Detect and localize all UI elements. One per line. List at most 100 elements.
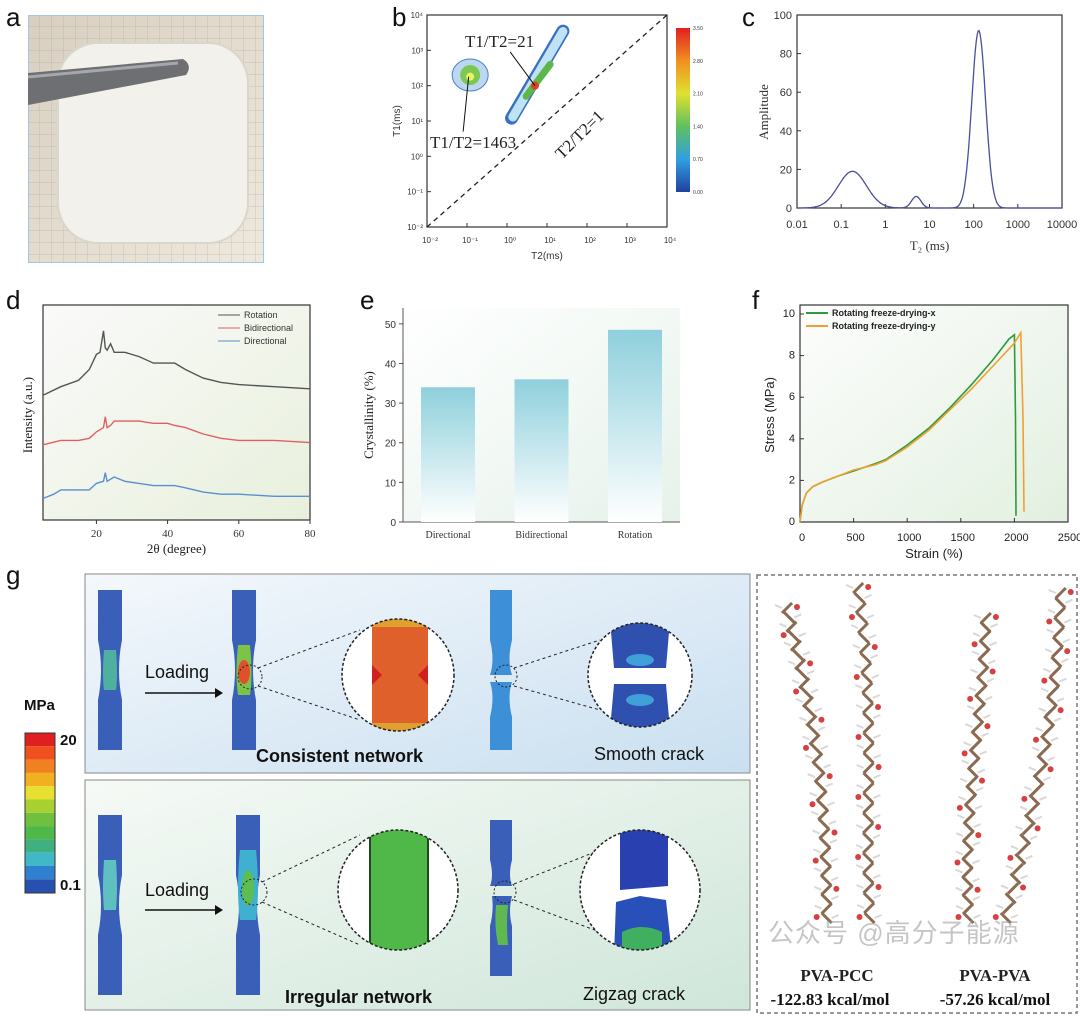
bond — [818, 827, 831, 840]
y-tick-label: 0 — [786, 203, 792, 215]
oxygen-atom — [794, 604, 800, 610]
oxygen-atom — [974, 886, 981, 893]
bond — [979, 630, 992, 643]
bar-directional — [421, 387, 475, 522]
bar-bidirectional — [514, 379, 569, 522]
oxygen-atom — [1033, 736, 1040, 743]
bond — [1011, 862, 1025, 875]
colorbar-tick-label: 0.00 — [693, 190, 703, 196]
colorbar — [676, 28, 690, 192]
hydrogen — [871, 674, 880, 679]
bond — [860, 661, 873, 675]
bond — [1047, 685, 1060, 698]
hydrogen — [972, 859, 980, 865]
hydrogen — [873, 734, 881, 739]
oxygen-atom — [833, 885, 840, 892]
hydrogen — [971, 650, 980, 656]
plot-frame — [799, 304, 1069, 523]
hydrogen — [853, 664, 862, 669]
hydrogen — [872, 874, 881, 879]
bond — [860, 671, 873, 685]
hydrogen — [852, 644, 861, 649]
bond — [787, 630, 800, 643]
hydrogen — [856, 884, 864, 889]
oxygen-atom — [875, 884, 882, 890]
colorbar-segment — [25, 799, 55, 813]
hydrogen — [956, 814, 965, 819]
hydrogen — [795, 698, 804, 703]
bond — [852, 581, 865, 595]
chart-d-xrd: 20 40 60 80 2θ (degree) Intensity (a.u.) Rotat… — [20, 304, 316, 556]
colorbar-segment — [25, 852, 55, 866]
bond — [862, 891, 875, 905]
hydrogen — [830, 876, 839, 882]
hydrogen — [873, 754, 882, 759]
bond — [1049, 665, 1062, 678]
blob-21-mid — [522, 60, 554, 100]
bond — [1032, 774, 1045, 787]
colorbar-segment — [25, 759, 55, 773]
hydrogen — [802, 735, 810, 741]
hydrogen — [1028, 766, 1036, 772]
y-axis-label: Crystallinity (%) — [361, 371, 376, 459]
bond — [862, 881, 875, 895]
bond — [999, 911, 1012, 925]
oxygen-atom — [992, 914, 999, 920]
colorbar-unit: MPa — [24, 697, 56, 714]
oxygen-atom — [793, 688, 800, 695]
hydrogen — [783, 641, 792, 647]
hydrogen — [831, 914, 840, 919]
colorbar-max: 20 — [60, 732, 77, 749]
bond — [853, 591, 866, 605]
hydrogen — [856, 744, 865, 749]
bond — [1044, 705, 1057, 718]
hydrogen — [827, 801, 835, 807]
colorbar-tick-label: 1.40 — [693, 124, 703, 130]
bond — [961, 893, 974, 906]
bond — [1038, 744, 1051, 757]
bond — [862, 751, 875, 765]
bond — [811, 752, 824, 765]
hydrogen — [972, 632, 981, 638]
colorbar-tick-label: 0.70 — [693, 157, 703, 163]
hydrogen — [1042, 667, 1051, 673]
bar-rotation — [608, 329, 662, 522]
hydrogen — [955, 850, 964, 856]
oxygen-atom — [1067, 589, 1074, 595]
oxygen-atom — [853, 674, 860, 680]
hydrogen — [872, 714, 881, 719]
bond — [973, 702, 986, 715]
hydrogen — [873, 774, 881, 779]
bond — [1026, 803, 1039, 816]
oxygen-atom — [812, 857, 819, 864]
bond — [1051, 636, 1065, 649]
hydrogen — [973, 823, 982, 829]
hydrogen — [845, 584, 854, 589]
hydrogen — [804, 754, 813, 760]
colorbar-segment — [25, 866, 55, 880]
hydrogen — [872, 694, 881, 699]
stress-colorbar — [24, 732, 56, 894]
hydrogen — [973, 914, 981, 919]
bond — [1019, 833, 1032, 846]
legend-label: Rotating freeze-drying-x — [832, 308, 936, 318]
bond — [1036, 754, 1049, 767]
x-axis-label: Strain (%) — [905, 546, 963, 561]
colorbar-segment — [25, 786, 55, 800]
hydrogen — [981, 732, 989, 738]
amplitude-curve — [797, 29, 1062, 209]
colorbar-tick-label: 2.80 — [693, 59, 703, 65]
hydrogen — [823, 763, 831, 769]
panel-g-simulation: Loading Consistent network Smooth crack … — [24, 573, 751, 1011]
irregular-network-title: Irregular network — [285, 987, 433, 1007]
colorbar-segment — [25, 772, 55, 787]
bond — [1054, 596, 1067, 609]
hydrogen — [872, 814, 881, 819]
colorbar-tick-label: 2.10 — [693, 92, 703, 98]
hydrogen — [1010, 845, 1019, 850]
bond — [967, 757, 980, 770]
bond — [962, 911, 975, 925]
hydrogen — [812, 829, 820, 835]
hydrogen — [856, 904, 865, 909]
hydrogen — [1000, 884, 1009, 890]
